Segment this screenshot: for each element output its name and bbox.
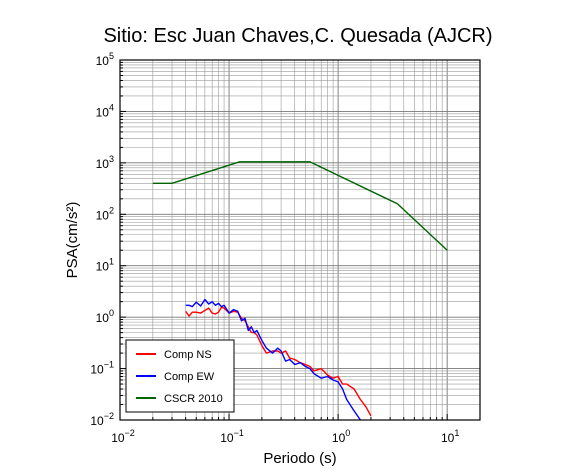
legend: Comp NS Comp EW CSCR 2010: [125, 339, 235, 413]
chart-title: Sitio: Esc Juan Chaves,C. Quesada (AJCR): [103, 25, 492, 47]
y-tick-label: 103: [96, 154, 114, 171]
y-tick-label: 105: [96, 51, 114, 68]
x-tick-label: 10−2: [111, 428, 135, 445]
plot-frame: [119, 59, 481, 421]
series-line-comp-ew: [185, 298, 362, 420]
x-tick-label: 100: [332, 428, 350, 445]
legend-label: Comp EW: [164, 371, 215, 383]
y-tick-label: 100: [96, 308, 114, 325]
y-axis-label: PSA(cm/s²): [64, 202, 81, 279]
series-lines: [152, 161, 448, 420]
series-line-comp-ns: [185, 306, 372, 417]
y-tick-label: 10−1: [90, 360, 114, 377]
legend-label: CSCR 2010: [164, 393, 223, 405]
y-tick-label: 104: [96, 102, 114, 119]
y-tick-label: 102: [96, 205, 114, 222]
legend-label: Comp NS: [164, 349, 212, 361]
y-tick-label: 101: [96, 257, 114, 274]
x-tick-label: 10−1: [220, 428, 244, 445]
x-axis-label: Periodo (s): [263, 450, 336, 467]
axis-ticks: 10−2 10−1 100 101 10−2 10−1 100 101 102 103 104 105: [90, 51, 481, 445]
x-tick-label: 101: [441, 428, 459, 445]
grid: [119, 59, 481, 421]
series-line-cscr-2010: [152, 161, 448, 251]
y-tick-label: 10−2: [90, 411, 114, 428]
